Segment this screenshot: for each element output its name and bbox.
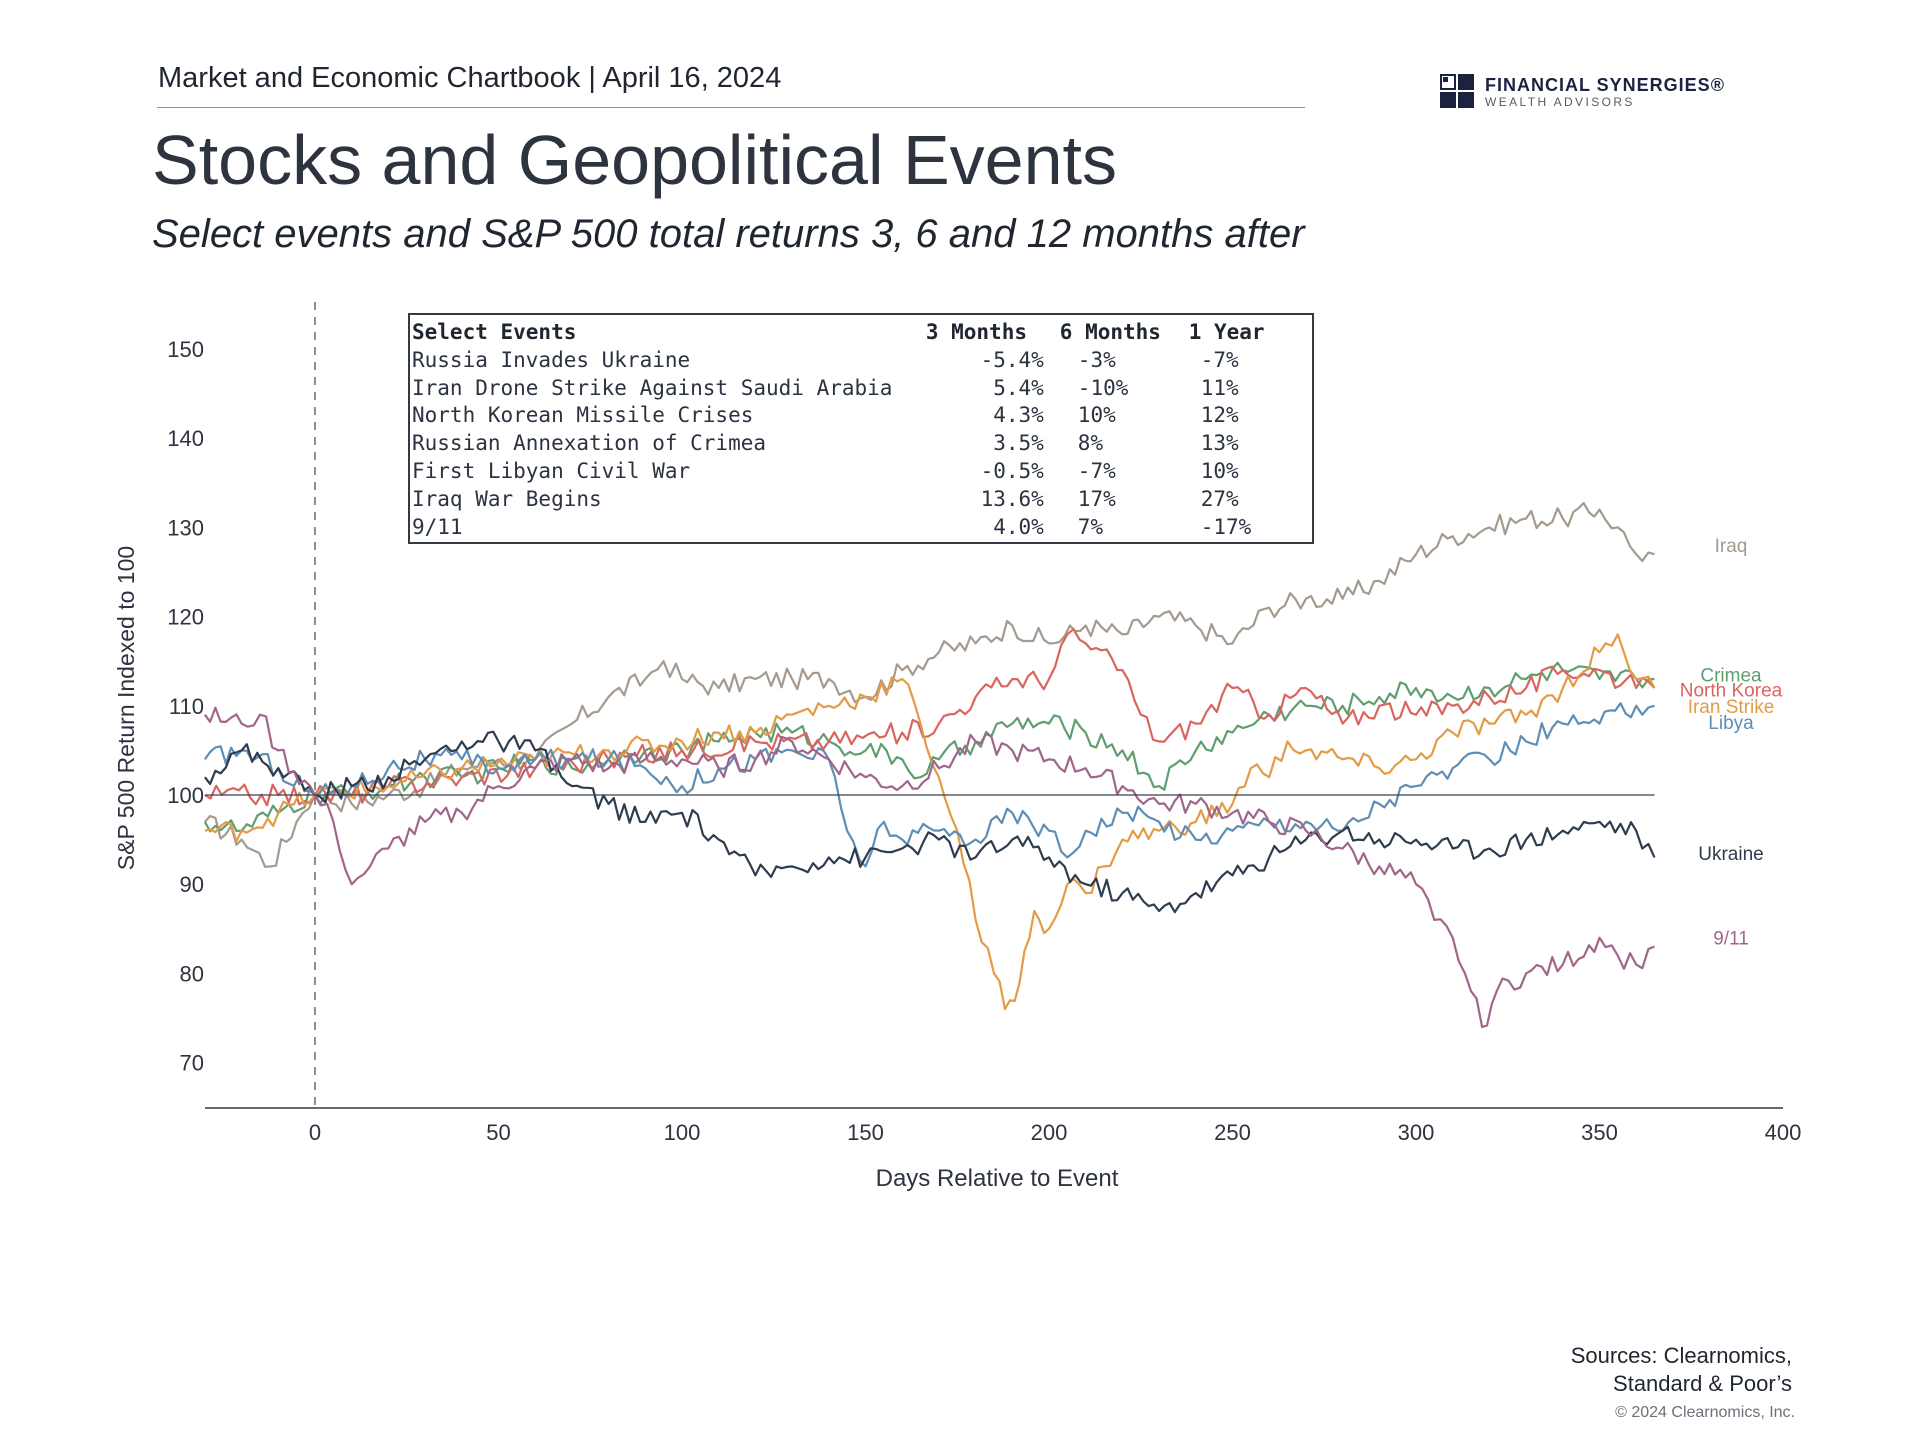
x-tick-label: 0 — [309, 1120, 321, 1145]
chartbook-header: Market and Economic Chartbook | April 16… — [158, 62, 782, 94]
return-3-months: 3.5% — [993, 431, 1044, 456]
series-label-libya: Libya — [1708, 713, 1754, 734]
logo-subtitle: WEALTH ADVISORS — [1485, 95, 1635, 109]
series-line-iraq — [204, 502, 1655, 868]
series-line-north-korea — [204, 628, 1656, 807]
return-1-year: 11% — [1200, 375, 1239, 400]
series-line-9-11 — [204, 706, 1655, 1028]
table-row: Russia Invades Ukraine -5.4% -3% -7% — [410, 347, 1312, 375]
x-tick-label: 350 — [1581, 1120, 1618, 1145]
header-6-months: 6 Months — [1059, 320, 1161, 344]
series-label-iran-strike: Iran Strike — [1688, 697, 1775, 718]
x-tick-label: 400 — [1765, 1120, 1802, 1145]
return-1-year: 13% — [1200, 431, 1239, 456]
series-label-iraq: Iraq — [1715, 536, 1748, 557]
y-axis-title: S&P 500 Return Indexed to 100 — [113, 546, 139, 870]
table-row: Iran Drone Strike Against Saudi Arabia 5… — [410, 375, 1312, 403]
y-tick-label: 100 — [167, 783, 204, 808]
series-line-iran-strike — [204, 633, 1656, 1011]
return-1-year: -17% — [1200, 514, 1252, 539]
header-3-months: 3 Months — [925, 320, 1027, 344]
series-label-north-korea: North Korea — [1680, 681, 1783, 702]
return-3-months: -0.5% — [980, 458, 1044, 483]
return-1-year: -7% — [1200, 347, 1239, 372]
sources-line-2: Standard & Poor’s — [1613, 1371, 1792, 1396]
event-name: Iran Drone Strike Against Saudi Arabia — [412, 375, 893, 400]
series-lines — [203, 502, 1656, 1028]
return-3-months: -5.4% — [980, 347, 1044, 372]
event-name: 9/11 — [412, 514, 463, 539]
return-1-year: 12% — [1200, 403, 1239, 428]
y-tick-label: 140 — [167, 426, 204, 451]
return-6-months: -3% — [1077, 347, 1116, 372]
table-row: Russian Annexation of Crimea 3.5% 8% 13% — [410, 430, 1312, 458]
x-tick-label: 50 — [486, 1120, 510, 1145]
return-3-months: 13.6% — [980, 486, 1044, 511]
sources-note: Sources: Clearnomics, Standard & Poor’s — [1571, 1342, 1792, 1398]
return-6-months: -7% — [1077, 458, 1116, 483]
y-tick-label: 70 — [180, 1051, 204, 1076]
series-label-crimea: Crimea — [1700, 666, 1762, 687]
return-1-year: 27% — [1200, 486, 1239, 511]
copyright-note: © 2024 Clearnomics, Inc. — [1615, 1404, 1795, 1421]
return-6-months: 7% — [1077, 514, 1104, 539]
table-row: North Korean Missile Crises 4.3% 10% 12% — [410, 402, 1312, 430]
return-3-months: 4.3% — [993, 403, 1044, 428]
page-subtitle: Select events and S&P 500 total returns … — [152, 212, 1305, 256]
event-name: First Libyan Civil War — [412, 458, 691, 483]
x-tick-label: 100 — [664, 1120, 701, 1145]
series-label-ukraine: Ukraine — [1698, 844, 1763, 865]
company-logo: FINANCIAL SYNERGIES® WEALTH ADVISORS — [1440, 74, 1760, 114]
header-select-events: Select Events — [412, 320, 577, 344]
series-label-9-11: 9/11 — [1713, 929, 1749, 950]
return-3-months: 4.0% — [993, 514, 1044, 539]
y-tick-label: 110 — [169, 694, 204, 719]
x-tick-label: 250 — [1214, 1120, 1251, 1145]
events-table: Select Events 3 Months 6 Months 1 Year R… — [408, 313, 1314, 544]
checkered-square-icon — [1440, 74, 1474, 108]
y-tick-label: 90 — [180, 872, 204, 897]
table-row: First Libyan Civil War -0.5% -7% 10% — [410, 458, 1312, 486]
header-1-year: 1 Year — [1188, 320, 1265, 344]
return-1-year: 10% — [1200, 458, 1239, 483]
series-line-libya — [204, 702, 1655, 868]
event-name: Iraq War Begins — [412, 486, 602, 511]
event-name: North Korean Missile Crises — [412, 403, 754, 428]
page-title: Stocks and Geopolitical Events — [152, 121, 1117, 199]
events-table-header: Select Events 3 Months 6 Months 1 Year — [410, 319, 1312, 347]
y-tick-label: 80 — [180, 961, 204, 986]
x-tick-label: 300 — [1398, 1120, 1435, 1145]
return-3-months: 5.4% — [993, 375, 1044, 400]
event-name: Russian Annexation of Crimea — [412, 431, 767, 456]
y-tick-label: 120 — [167, 605, 204, 630]
sources-line-1: Sources: Clearnomics, — [1570, 1343, 1792, 1368]
return-6-months: 8% — [1077, 431, 1104, 456]
series-line-ukraine — [204, 730, 1656, 914]
y-tick-label: 130 — [167, 515, 204, 540]
x-axis-title: Days Relative to Event — [876, 1165, 1119, 1192]
table-row: Iraq War Begins 13.6% 17% 27% — [410, 486, 1312, 514]
x-tick-label: 200 — [1031, 1120, 1068, 1145]
return-6-months: -10% — [1077, 375, 1129, 400]
series-line-crimea — [203, 661, 1655, 833]
chart-axes: 0 50 100 150 200 250 300 350 400 70 80 90 100 110 120 1… — [113, 302, 1801, 1192]
return-6-months: 10% — [1077, 403, 1116, 428]
table-row: 9/11 4.0% 7% -17% — [410, 514, 1312, 542]
x-tick-label: 150 — [847, 1120, 884, 1145]
y-tick-label: 150 — [167, 337, 204, 362]
event-name: Russia Invades Ukraine — [412, 347, 691, 372]
header-divider — [157, 107, 1305, 108]
logo-name: FINANCIAL SYNERGIES® — [1485, 75, 1725, 95]
return-6-months: 17% — [1077, 486, 1116, 511]
